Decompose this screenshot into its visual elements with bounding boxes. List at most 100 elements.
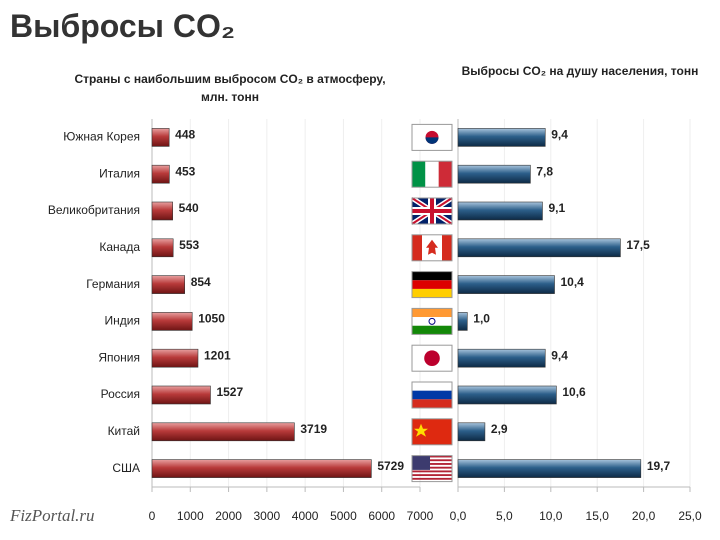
data-label: 10,4 [561,275,585,289]
flag [411,344,453,372]
page-title: Выбросы CO₂ [10,8,236,44]
flag-part [412,455,452,458]
flag-part [442,234,452,261]
flag-part [412,198,452,224]
x-tick-label: 5,0 [496,509,513,523]
flag-border [411,160,453,188]
flag-border [411,344,453,372]
flag-border [411,418,453,446]
data-label: 17,5 [626,238,650,252]
flag-part [425,137,439,144]
y-tick-label: Италия [99,166,140,180]
data-label: 9,4 [551,128,568,142]
flag-border [411,455,453,483]
flag-part [425,161,439,188]
flag-part [412,280,452,289]
data-label: 540 [179,201,199,215]
flag-border [411,197,453,225]
y-tick-label: Великобритания [48,203,140,217]
data-label: 854 [191,275,211,289]
bar [457,238,621,258]
data-label: 9,1 [548,201,565,215]
flag-part [412,382,452,391]
y-tick-label: Индия [105,314,140,328]
flag [411,418,453,446]
flag-part [412,325,452,335]
flag [411,271,453,299]
flag-part [412,466,452,469]
x-tick-label: 15,0 [586,509,610,523]
y-tick-label: Канада [99,240,140,254]
data-label: 5729 [377,459,404,473]
flag-part [412,477,452,480]
flag-border [411,271,453,299]
flag-border [411,123,453,151]
flag-part [412,288,452,298]
data-label: 1,0 [473,312,490,326]
flag [411,307,453,335]
y-tick-label: Россия [101,387,140,401]
flag-part [426,239,438,255]
data-label: 453 [175,164,195,178]
bar [457,275,555,294]
flag [411,381,453,409]
flag-part [412,399,452,408]
x-tick-label: 2000 [215,509,242,523]
chart-title: Страны с наибольшим выбросом CO₂ в атмос… [74,72,386,104]
bar [457,164,531,184]
bar [457,312,468,331]
bar [457,422,486,442]
flag-part [412,463,452,465]
bar [151,312,193,331]
watermark: FizPortal.ru [10,506,95,525]
x-tick-label: 20,0 [632,509,656,523]
flag [411,455,453,483]
bar [151,164,170,184]
data-label: 7,8 [536,164,553,178]
flag [411,234,453,262]
bar [151,128,170,147]
bar [151,459,372,478]
flag-part [412,459,452,462]
y-tick-label: США [112,461,140,475]
flag-part [414,423,428,437]
bar [151,385,211,405]
y-tick-label: Южная Корея [63,130,140,144]
flag-part [412,390,452,400]
flag-part [412,470,452,473]
data-label: 553 [179,238,199,252]
data-label: 1527 [216,385,243,399]
y-tick-label: Китай [108,424,140,438]
x-tick-label: 5000 [330,509,357,523]
y-tick-label: Германия [86,277,140,291]
flag-part [412,317,452,326]
bar [457,128,546,147]
data-label: 1201 [204,348,231,362]
flag-part [412,234,422,261]
bar [151,275,185,294]
x-tick-label: 0 [149,509,156,523]
x-tick-label: 25,0 [678,509,702,523]
data-label: 1050 [198,312,225,326]
y-tick-label: Япония [98,350,140,364]
flag [411,123,453,151]
data-label: 19,7 [647,459,671,473]
bar [457,459,642,478]
flag-part [424,350,440,367]
x-tick-label: 0,0 [450,509,467,523]
bar [151,201,173,221]
x-tick-label: 7000 [407,509,434,523]
data-label: 448 [175,128,195,142]
flag [410,195,454,227]
x-tick-label: 6000 [368,509,395,523]
data-label: 9,4 [551,348,568,362]
data-label: 2,9 [491,422,508,436]
data-label: 10,6 [562,385,586,399]
flag-border [411,234,453,262]
x-tick-label: 10,0 [539,509,563,523]
flag [411,160,453,188]
flag-part [438,161,452,188]
bar [151,238,174,258]
